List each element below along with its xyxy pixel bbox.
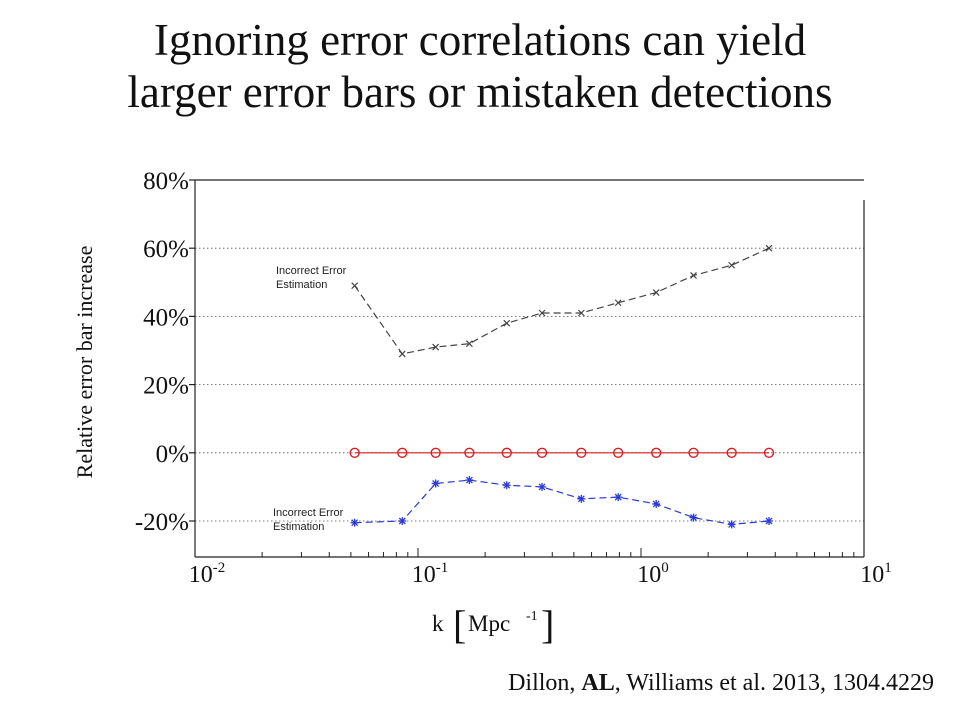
x-tick-base: 10 <box>189 562 213 588</box>
series-point-star <box>538 482 547 491</box>
tick-layer: 80%60%40%20%0%-20%10-2 10-1 100 101 <box>135 168 892 588</box>
y-axis-label: Relative error bar increase <box>72 246 97 479</box>
series-point-star <box>765 517 774 525</box>
series-point-star <box>431 479 440 488</box>
x-tick-exponent: -2 <box>213 560 226 576</box>
citation-rest: , Williams et al. 2013, 1304.4229 <box>614 670 934 696</box>
slide-title: Ignoring error correlations can yield la… <box>0 14 960 118</box>
series-point-circle <box>726 447 737 458</box>
y-tick-label: 80% <box>143 168 189 195</box>
series-point-circle <box>464 447 475 458</box>
series-annotation-text: Estimation <box>273 521 324 533</box>
x-tick-label: 100 <box>637 560 669 588</box>
citation: Dillon, AL, Williams et al. 2013, 1304.4… <box>508 670 934 697</box>
series-point-cross <box>465 340 473 348</box>
citation-author: Dillon, <box>508 670 582 696</box>
series-point-cross <box>728 261 736 269</box>
series-point-circle <box>576 447 587 458</box>
series-point-circle <box>536 447 548 458</box>
series-point-cross <box>351 282 359 290</box>
x-tick-label: 10-1 <box>412 560 449 588</box>
x-tick-exponent: -1 <box>436 560 449 576</box>
x-axis-label-k: k <box>432 611 444 636</box>
x-tick-label: 10-2 <box>189 560 226 588</box>
series-annotation-text: Incorrect Error <box>273 507 344 519</box>
series-point-star <box>350 518 359 527</box>
series-point-cross <box>538 309 546 317</box>
x-tick-base: 10 <box>637 562 661 588</box>
series-point-star <box>652 499 661 508</box>
x-axis-label-unit-exponent: -1 <box>526 609 538 624</box>
x-tick-base: 10 <box>412 562 436 588</box>
x-axis-label: k [ Mpc -1 ] <box>432 602 554 647</box>
annotation-layer: Incorrect Error Estimation Incorrect Error… <box>273 265 347 533</box>
y-tick-label: 60% <box>143 236 189 263</box>
series-point-star <box>727 520 736 529</box>
x-axis-label-unit: Mpc <box>468 611 510 636</box>
series-point-circle <box>651 447 662 458</box>
title-line-2: larger error bars or mistaken detections <box>127 67 833 117</box>
series-point-circle <box>763 447 775 458</box>
series-point-cross <box>690 272 697 279</box>
series-point-cross <box>765 244 773 252</box>
plot-frame <box>194 179 865 558</box>
x-tick-label: 101 <box>860 560 892 588</box>
x-tick-exponent: 0 <box>661 560 669 576</box>
x-axis-bracket-right: ] <box>541 602 554 647</box>
series-annotation-text: Incorrect Error <box>276 265 347 277</box>
series-point-star <box>577 494 586 503</box>
series-point-star <box>689 513 698 522</box>
citation-bold-author: AL <box>581 670 615 696</box>
series-point-cross <box>432 343 440 351</box>
series-point-circle <box>612 447 624 458</box>
series-layer <box>349 244 775 529</box>
series-point-cross <box>398 350 406 358</box>
title-line-1: Ignoring error correlations can yield <box>153 15 807 65</box>
series-point-star <box>465 476 474 485</box>
series-point-circle <box>397 447 408 458</box>
series-point-star <box>614 493 623 502</box>
series-point-cross <box>577 309 585 317</box>
x-axis-bracket-left: [ <box>453 602 466 647</box>
x-tick-exponent: 1 <box>884 560 892 576</box>
y-tick-label: 20% <box>143 373 189 400</box>
series-point-cross <box>652 289 660 296</box>
y-tick-label: -20% <box>135 509 189 536</box>
y-tick-label: 40% <box>143 304 189 331</box>
series-line-0 <box>354 247 770 355</box>
series-point-star <box>502 481 511 490</box>
series-point-circle <box>430 447 441 458</box>
series-line-2 <box>354 479 770 526</box>
series-point-circle <box>349 447 360 458</box>
y-tick-label: 0% <box>156 441 189 468</box>
series-point-circle <box>688 447 699 458</box>
series-point-circle <box>501 447 512 458</box>
x-tick-base: 10 <box>860 562 884 588</box>
series-point-cross <box>503 319 511 327</box>
series-annotation-text: Estimation <box>276 279 327 291</box>
series-point-cross <box>614 299 622 307</box>
series-point-star <box>398 517 407 525</box>
